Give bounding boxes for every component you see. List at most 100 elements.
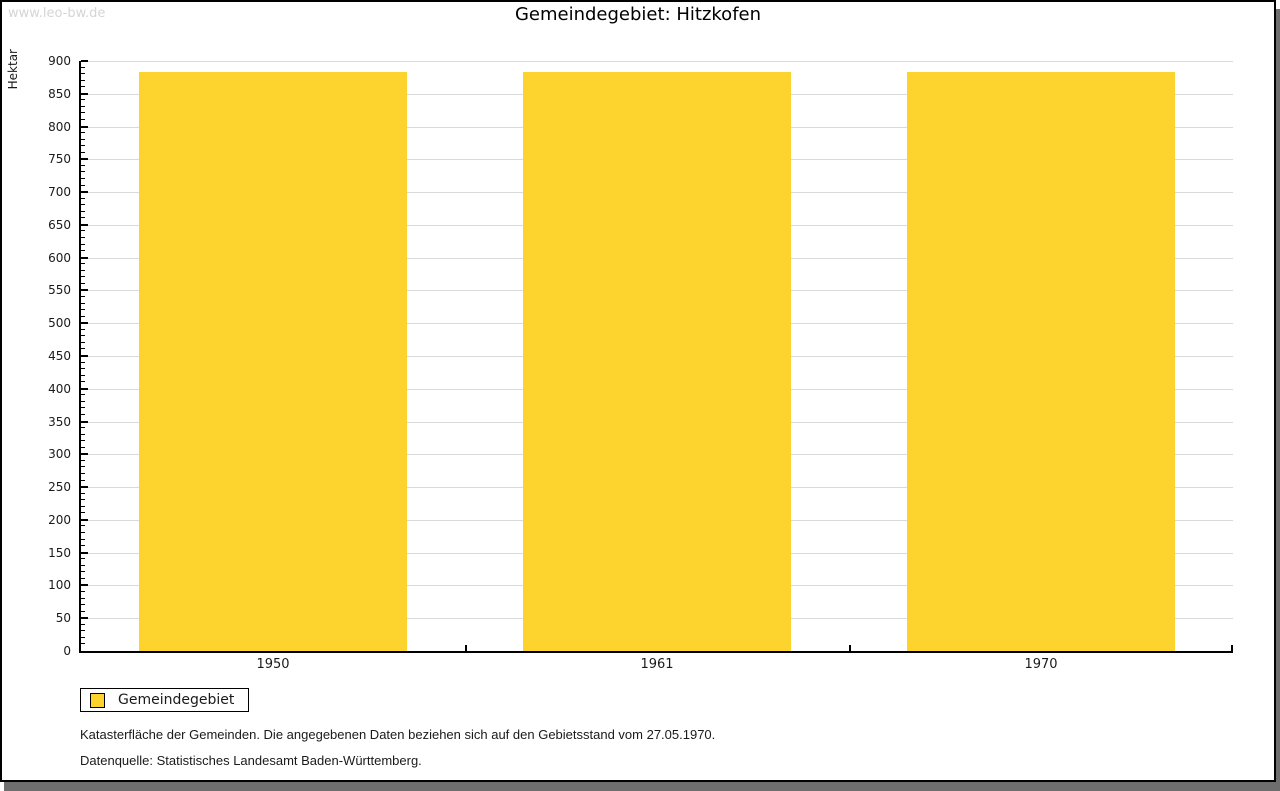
y-axis-minor-tick	[81, 545, 85, 546]
watermark-leo-bw: www.leo-bw.de	[8, 6, 106, 21]
y-axis-minor-tick	[81, 512, 85, 513]
y-tick-label: 0	[63, 644, 71, 658]
y-tick-label: 50	[55, 611, 71, 625]
y-axis-minor-tick	[81, 466, 85, 467]
y-axis-minor-tick	[81, 558, 85, 559]
chart-title: Gemeindegebiet: Hitzkofen	[514, 4, 762, 25]
y-axis-major-tick	[81, 158, 88, 160]
y-axis-minor-tick	[81, 539, 85, 540]
y-axis-minor-tick	[81, 73, 85, 74]
y-axis-minor-tick	[81, 394, 85, 395]
y-axis-major-tick	[81, 584, 88, 586]
y-axis-minor-tick	[81, 217, 85, 218]
y-axis-minor-tick	[81, 329, 85, 330]
x-axis-tick	[465, 645, 467, 651]
y-axis-minor-tick	[81, 460, 85, 461]
y-axis-minor-tick	[81, 637, 85, 638]
y-axis-major-tick	[81, 322, 88, 324]
y-axis-minor-tick	[81, 283, 85, 284]
plot-area: 0 50 100 150 200 250 300 350 400 450 500 550 600 650 7…	[48, 54, 1233, 672]
y-axis-minor-tick	[81, 348, 85, 349]
y-axis-major-tick	[81, 617, 88, 619]
y-tick-label: 300	[48, 447, 71, 461]
y-axis-minor-tick	[81, 303, 85, 304]
y-axis-major-tick	[81, 224, 88, 226]
y-axis-minor-tick	[81, 578, 85, 579]
bar-1950	[139, 72, 407, 651]
y-axis-minor-tick	[81, 447, 85, 448]
legend-swatch	[90, 692, 105, 708]
y-axis-minor-tick	[81, 381, 85, 382]
x-axis-tick	[1231, 645, 1233, 651]
y-axis-minor-tick	[81, 571, 85, 572]
y-axis-minor-tick	[81, 270, 85, 271]
y-axis-major-tick	[81, 191, 88, 193]
y-axis-minor-tick	[81, 211, 85, 212]
y-axis-minor-tick	[81, 139, 85, 140]
y-tick-label: 350	[48, 415, 71, 429]
y-axis-minor-tick	[81, 106, 85, 107]
y-axis-minor-tick	[81, 165, 85, 166]
y-axis-minor-tick	[81, 198, 85, 199]
y-tick-label: 500	[48, 316, 71, 330]
y-axis-minor-tick	[81, 67, 85, 68]
y-axis-minor-tick	[81, 598, 85, 599]
y-tick-label: 750	[48, 152, 71, 166]
y-axis-minor-tick	[81, 493, 85, 494]
y-axis-major-tick	[81, 257, 88, 259]
y-tick-label: 100	[48, 578, 71, 592]
y-axis-minor-tick	[81, 532, 85, 533]
y-axis-minor-tick	[81, 119, 85, 120]
y-tick-label: 900	[48, 54, 71, 68]
y-axis-minor-tick	[81, 171, 85, 172]
legend-label: Gemeindegebiet	[118, 692, 235, 708]
y-axis-major-tick	[81, 519, 88, 521]
y-tick-label: 600	[48, 251, 71, 265]
y-axis-minor-tick	[81, 335, 85, 336]
y-axis-major-tick	[81, 552, 88, 554]
y-axis-minor-tick	[81, 440, 85, 441]
y-axis-minor-tick	[81, 643, 85, 644]
y-axis-major-tick	[81, 126, 88, 128]
y-axis-minor-tick	[81, 296, 85, 297]
x-tick-label: 1961	[640, 657, 674, 672]
y-axis-minor-tick	[81, 99, 85, 100]
y-axis-minor-tick	[81, 624, 85, 625]
y-axis-minor-tick	[81, 145, 85, 146]
y-tick-label: 200	[48, 513, 71, 527]
y-axis-minor-tick	[81, 112, 85, 113]
y-axis-minor-tick	[81, 132, 85, 133]
y-axis-minor-tick	[81, 185, 85, 186]
y-axis-minor-tick	[81, 276, 85, 277]
y-axis-major-tick	[81, 453, 88, 455]
footnote-description: Katasterfläche der Gemeinden. Die angege…	[80, 727, 716, 742]
y-axis-minor-tick	[81, 427, 85, 428]
y-axis-major-tick	[81, 486, 88, 488]
y-tick-label: 800	[48, 120, 71, 134]
gridline	[81, 61, 1233, 62]
x-axis-tick	[849, 645, 851, 651]
footnote-source: Datenquelle: Statistisches Landesamt Bad…	[80, 753, 422, 768]
y-tick-label: 850	[48, 87, 71, 101]
y-axis-minor-tick	[81, 80, 85, 81]
y-axis-minor-tick	[81, 250, 85, 251]
y-axis-minor-tick	[81, 230, 85, 231]
y-axis-major-tick	[81, 93, 88, 95]
bar-1961	[523, 72, 791, 651]
y-axis-minor-tick	[81, 309, 85, 310]
y-tick-label: 650	[48, 218, 71, 232]
y-axis-minor-tick	[81, 342, 85, 343]
y-axis-major-tick	[81, 388, 88, 390]
y-axis-major-tick	[81, 289, 88, 291]
y-tick-label: 550	[48, 283, 71, 297]
y-axis-minor-tick	[81, 244, 85, 245]
y-tick-label: 700	[48, 185, 71, 199]
bar-1970	[907, 72, 1175, 651]
y-axis-minor-tick	[81, 434, 85, 435]
y-axis-minor-tick	[81, 604, 85, 605]
x-tick-label: 1970	[1024, 657, 1058, 672]
y-axis-minor-tick	[81, 375, 85, 376]
y-axis-minor-tick	[81, 178, 85, 179]
y-axis-major-tick	[81, 60, 88, 62]
y-axis-minor-tick	[81, 480, 85, 481]
